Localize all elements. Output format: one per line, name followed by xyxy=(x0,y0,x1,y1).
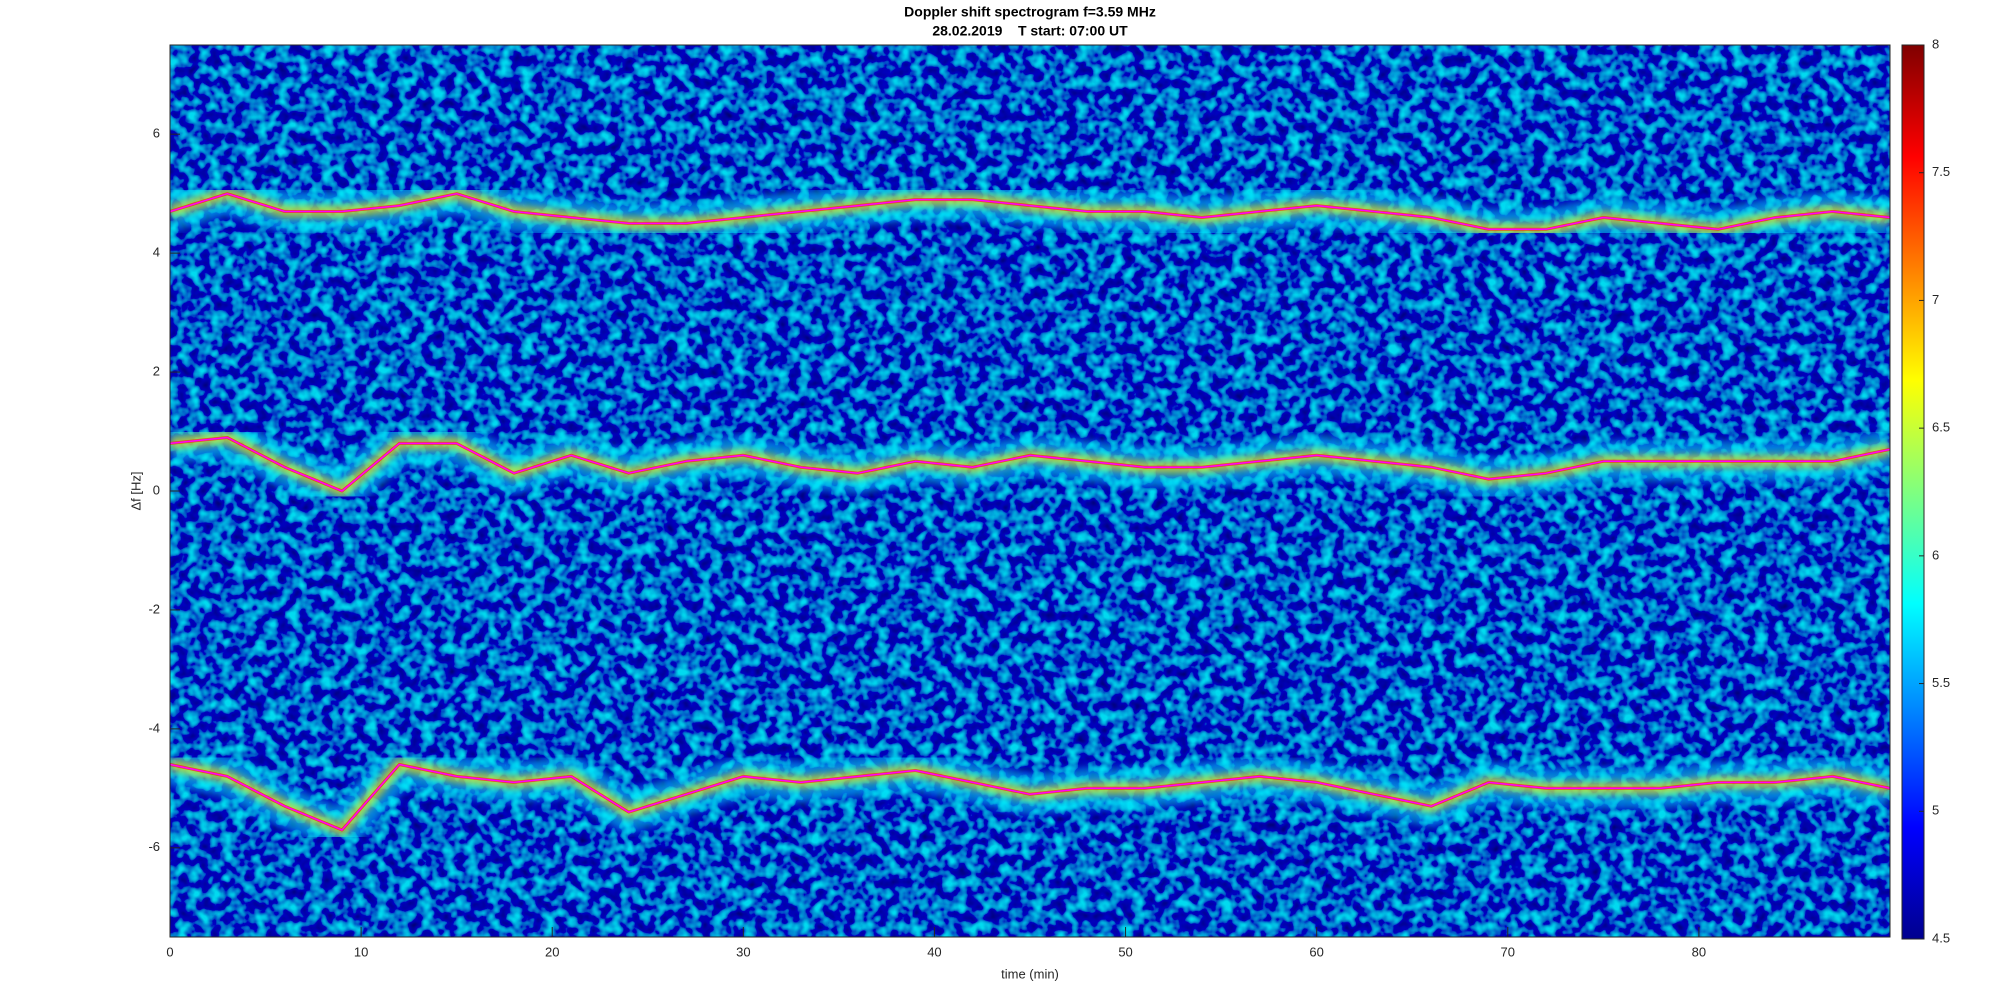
x-tick-label: 0 xyxy=(166,944,173,959)
colorbar xyxy=(1901,44,1925,940)
trace-line xyxy=(170,763,1890,831)
traces xyxy=(170,173,1890,850)
colorbar-tick-label: 6.5 xyxy=(1932,420,1950,435)
x-tick-label: 10 xyxy=(354,944,368,959)
x-tick-label: 40 xyxy=(927,944,941,959)
trace-line xyxy=(170,436,1890,492)
colorbar-tick-label: 5 xyxy=(1932,803,1939,818)
chart-subtitle: 28.02.2019 T start: 07:00 UT xyxy=(932,23,1128,39)
colorbar-tick-label: 5.5 xyxy=(1932,675,1950,690)
colorbar-tick-label: 8 xyxy=(1932,36,1939,51)
x-tick-label: 70 xyxy=(1501,944,1515,959)
x-tick-label: 30 xyxy=(736,944,750,959)
y-tick-label: 4 xyxy=(153,245,160,260)
colorbar-tick-label: 7.5 xyxy=(1932,164,1950,179)
y-tick-label: -4 xyxy=(148,720,160,735)
x-tick-label: 80 xyxy=(1692,944,1706,959)
trace-line xyxy=(170,192,1890,231)
colorbar-tick-label: 4.5 xyxy=(1932,930,1950,945)
x-tick-label: 50 xyxy=(1118,944,1132,959)
y-tick-label: -2 xyxy=(148,601,160,616)
y-tick-label: -6 xyxy=(148,839,160,854)
colorbar-tick-label: 7 xyxy=(1932,292,1939,307)
y-tick-label: 0 xyxy=(153,482,160,497)
x-tick-label: 60 xyxy=(1309,944,1323,959)
x-tick-label: 20 xyxy=(545,944,559,959)
chart-title: Doppler shift spectrogram f=3.59 MHz xyxy=(904,4,1156,20)
y-tick-label: 2 xyxy=(153,364,160,379)
y-tick-label: 6 xyxy=(153,126,160,141)
x-axis-label: time (min) xyxy=(1001,966,1059,981)
colorbar-tick-label: 6 xyxy=(1932,547,1939,562)
y-axis-label: Δf [Hz] xyxy=(128,471,143,510)
